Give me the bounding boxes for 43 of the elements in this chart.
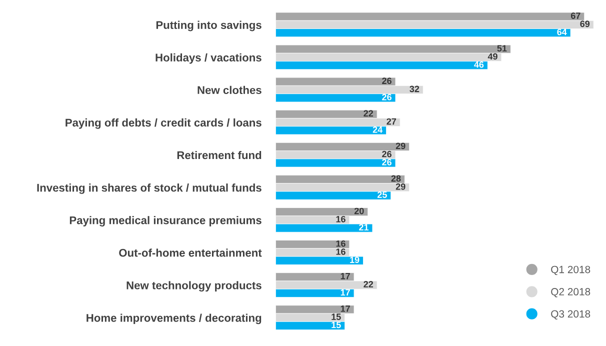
legend-label: Q1 2018 xyxy=(551,266,590,276)
data-label: 17 xyxy=(340,306,350,312)
data-label: 49 xyxy=(488,53,498,60)
y-tick-label: Paying off debts / credit cards / loans xyxy=(66,118,262,129)
data-label: 16 xyxy=(336,248,346,255)
y-tick-label: New clothes xyxy=(198,86,262,94)
data-label: 29 xyxy=(396,142,406,150)
data-label: 29 xyxy=(396,183,406,190)
data-label: 26 xyxy=(382,159,392,166)
y-tick-label: Paying medical insurance premiums xyxy=(70,216,262,226)
data-label: 22 xyxy=(364,281,374,288)
data-label: 25 xyxy=(377,192,387,198)
y-tick-label: Holidays / vacations xyxy=(156,53,262,64)
data-label: 26 xyxy=(382,150,392,158)
data-label: 64 xyxy=(557,28,567,36)
data-label: 22 xyxy=(364,110,374,116)
data-label: 32 xyxy=(410,86,420,92)
data-label: 26 xyxy=(382,78,392,84)
data-label: 20 xyxy=(354,208,364,214)
data-label: 16 xyxy=(336,240,346,247)
data-label: 17 xyxy=(340,273,350,280)
y-tick-label: New technology products xyxy=(126,281,262,292)
data-label: 15 xyxy=(332,314,341,320)
data-label: 46 xyxy=(474,61,484,68)
legend-label: Q2 2018 xyxy=(551,288,590,298)
data-label: 51 xyxy=(497,45,507,52)
data-label: 15 xyxy=(332,322,341,328)
y-tick-label: Home improvements / decorating xyxy=(86,314,262,324)
data-label: 27 xyxy=(386,118,396,125)
data-label: 28 xyxy=(391,175,401,182)
data-label: 26 xyxy=(382,94,392,100)
data-label: 69 xyxy=(580,20,590,28)
data-label: 24 xyxy=(372,126,383,133)
y-tick-label: Putting into savings xyxy=(156,20,262,32)
y-tick-label: Retirement fund xyxy=(177,150,262,160)
data-label: 21 xyxy=(359,224,369,230)
y-tick-label: Investing in shares of stock / mutual funds xyxy=(37,184,262,194)
data-label: 67 xyxy=(570,12,580,19)
data-label: 17 xyxy=(340,289,350,296)
legend-label: Q3 2018 xyxy=(551,310,590,320)
y-tick-label: Out-of-home entertainment xyxy=(119,248,262,257)
data-label: 16 xyxy=(336,216,346,222)
data-label: 19 xyxy=(350,256,360,264)
